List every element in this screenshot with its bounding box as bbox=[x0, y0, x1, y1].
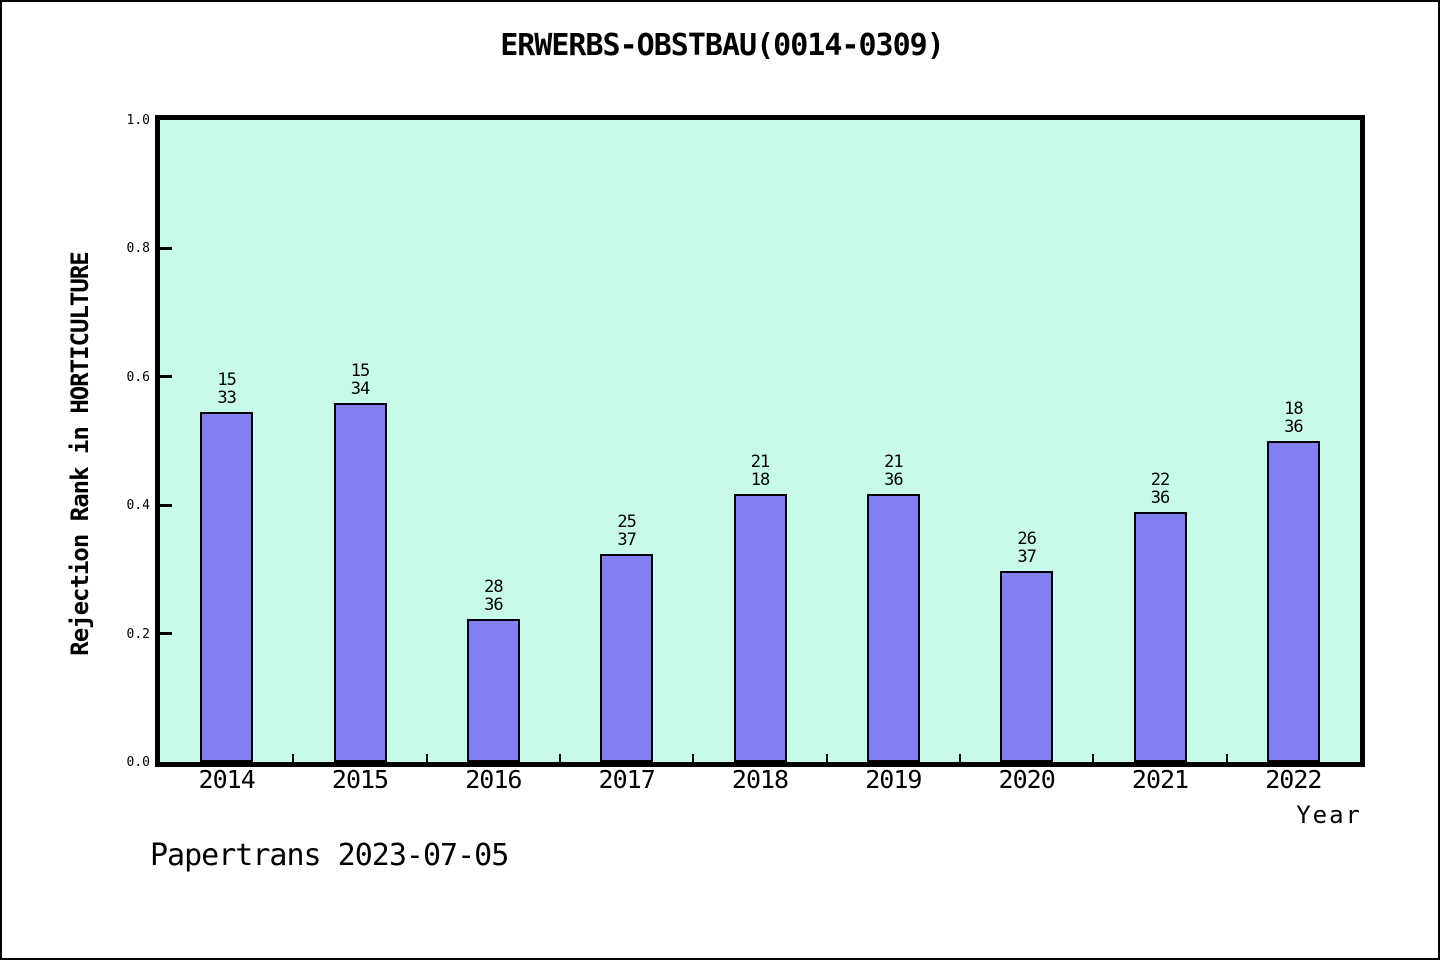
x-tick-label: 2019 bbox=[865, 765, 922, 794]
y-major-tick bbox=[160, 246, 172, 250]
x-minor-tick bbox=[825, 754, 828, 762]
chart-title: ERWERBS-OBSTBAU(0014-0309) bbox=[500, 28, 945, 63]
y-major-tick bbox=[160, 632, 172, 636]
x-minor-tick bbox=[292, 754, 295, 762]
x-minor-tick bbox=[1092, 754, 1095, 762]
bar-value-label: 26 37 bbox=[1017, 529, 1036, 567]
x-tick-label: 2017 bbox=[598, 765, 656, 794]
x-tick-label: 2022 bbox=[1265, 765, 1322, 794]
y-tick-label: 0.6 bbox=[126, 369, 150, 385]
watermark-text: Papertrans 2023-07-05 bbox=[150, 838, 509, 873]
bar-value-label: 22 36 bbox=[1150, 470, 1170, 508]
bar bbox=[333, 403, 387, 762]
bar bbox=[1266, 441, 1320, 762]
bar bbox=[1133, 512, 1187, 762]
x-minor-tick bbox=[425, 754, 428, 762]
y-tick-label: 0.2 bbox=[126, 626, 150, 642]
bar bbox=[200, 412, 254, 762]
x-tick-label: 2020 bbox=[998, 765, 1056, 794]
bar bbox=[866, 494, 920, 762]
bar-value-label: 25 37 bbox=[617, 512, 636, 550]
y-axis-label: Rejection Rank in HORTICULTURE bbox=[66, 252, 94, 656]
x-tick-label: 2015 bbox=[331, 765, 389, 794]
y-tick-label: 0.4 bbox=[126, 498, 150, 514]
y-tick-label: 1.0 bbox=[126, 113, 150, 128]
bar bbox=[1000, 571, 1054, 762]
x-tick-label: 2018 bbox=[731, 765, 789, 794]
bar-value-label: 15 33 bbox=[217, 370, 236, 408]
y-major-tick bbox=[160, 375, 172, 379]
bar-value-label: 28 36 bbox=[484, 577, 503, 615]
x-minor-tick bbox=[959, 754, 961, 762]
y-tick-label: 0.8 bbox=[126, 241, 150, 257]
bar-value-label: 21 18 bbox=[750, 452, 770, 490]
bar bbox=[600, 554, 654, 762]
x-axis-label: Year bbox=[1296, 801, 1362, 829]
x-minor-tick bbox=[1225, 754, 1228, 762]
plot-area: 15 33 15 34 28 36 25 37 21 18 21 36 26 37 22 36… bbox=[155, 115, 1365, 767]
x-minor-tick bbox=[692, 754, 695, 762]
x-tick-label: 2021 bbox=[1131, 765, 1189, 794]
x-minor-tick bbox=[559, 754, 561, 762]
bar-value-label: 15 34 bbox=[350, 361, 370, 399]
bar bbox=[733, 494, 787, 762]
bar bbox=[466, 619, 520, 762]
bar-value-label: 21 36 bbox=[884, 452, 903, 490]
x-tick-label: 2014 bbox=[198, 765, 256, 794]
y-tick-label: 0.0 bbox=[126, 755, 150, 770]
bar-value-label: 18 36 bbox=[1284, 399, 1303, 437]
y-major-tick bbox=[160, 503, 172, 507]
x-tick-label: 2016 bbox=[465, 765, 522, 794]
